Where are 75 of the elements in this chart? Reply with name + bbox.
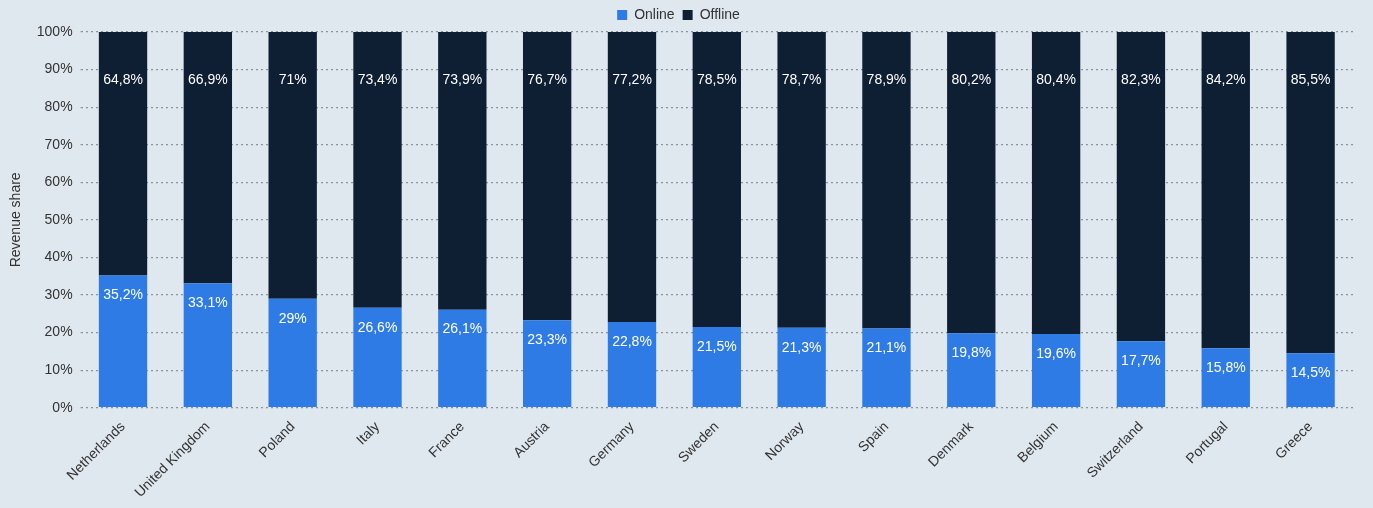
data-label: 21,5% [696, 337, 737, 354]
bar [183, 32, 233, 284]
legend-label: Online [634, 5, 675, 22]
bar [1116, 32, 1166, 342]
data-label: 23,3% [527, 331, 567, 348]
data-label: 71% [278, 70, 307, 87]
data-label: 19,6% [1036, 344, 1076, 361]
data-label: 78,9% [866, 70, 907, 87]
bar [692, 326, 741, 408]
bar [607, 322, 657, 408]
bar [777, 327, 826, 408]
data-label: 76,7% [527, 70, 567, 87]
bar [183, 283, 233, 408]
bar [862, 32, 911, 329]
data-label: 22,8% [612, 332, 652, 349]
y-tick-label: 10% [44, 360, 73, 377]
data-label: 35,2% [103, 286, 143, 303]
data-label: 73,9% [442, 70, 483, 87]
bar [353, 307, 402, 408]
bar [1286, 32, 1335, 354]
bar [862, 328, 911, 408]
data-label: 78,7% [781, 70, 822, 87]
bar [438, 309, 487, 408]
y-axis-title: Revenue share [7, 172, 24, 268]
x-tick-label: Italy [352, 418, 383, 448]
data-label: 26,6% [357, 318, 398, 335]
data-label: 85,5% [1290, 70, 1331, 87]
y-tick-label: 20% [44, 323, 73, 340]
bar [1031, 334, 1081, 408]
bar [98, 275, 148, 408]
data-label: 17,7% [1121, 352, 1161, 369]
y-tick-label: 90% [44, 60, 73, 77]
data-label: 19,8% [951, 344, 992, 361]
data-label: 78,5% [696, 70, 737, 87]
data-label: 80,4% [1036, 70, 1076, 87]
y-tick-label: 30% [44, 285, 73, 302]
data-label: 15,8% [1205, 359, 1246, 376]
bar [438, 32, 487, 310]
bar [947, 333, 996, 408]
data-label: 77,2% [612, 70, 652, 87]
bar [268, 298, 317, 408]
bar [522, 32, 572, 321]
y-tick-label: 100% [36, 22, 73, 39]
y-tick-label: 40% [44, 248, 73, 265]
data-label: 84,2% [1205, 70, 1246, 87]
bar [522, 320, 572, 408]
y-tick-label: 50% [44, 210, 73, 227]
bar [1201, 348, 1250, 408]
bar [1201, 32, 1250, 349]
bar [1116, 341, 1166, 408]
data-label: 82,3% [1121, 70, 1161, 87]
y-tick-label: 60% [44, 173, 73, 190]
data-label: 73,4% [357, 70, 398, 87]
bar [607, 32, 657, 323]
bar [1286, 353, 1335, 408]
data-label: 26,1% [442, 320, 483, 337]
y-tick-label: 0% [52, 398, 73, 415]
data-label: 64,8% [103, 70, 143, 87]
data-label: 29% [278, 309, 307, 326]
y-tick-label: 70% [44, 135, 73, 152]
bar [353, 32, 402, 308]
legend-label: Offline [699, 5, 741, 22]
bar [692, 32, 741, 327]
data-label: 33,1% [187, 294, 228, 311]
bar [777, 32, 826, 328]
data-label: 21,1% [866, 339, 907, 356]
data-label: 80,2% [951, 70, 992, 87]
data-label: 14,5% [1290, 364, 1331, 381]
bar [947, 32, 996, 334]
data-label: 66,9% [187, 70, 228, 87]
bar [268, 32, 317, 299]
bar [1031, 32, 1081, 335]
y-tick-label: 80% [44, 98, 73, 114]
data-label: 21,3% [781, 338, 822, 355]
bar [98, 32, 148, 276]
